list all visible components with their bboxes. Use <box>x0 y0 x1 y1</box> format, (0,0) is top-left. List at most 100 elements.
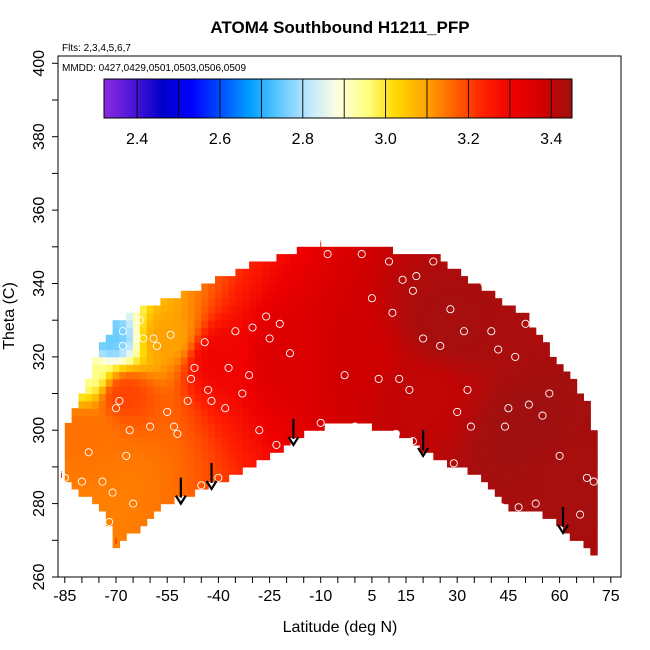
heatmap-cell <box>92 415 100 424</box>
heatmap-cell <box>365 356 373 365</box>
heatmap-cell <box>371 312 380 321</box>
heatmap-cell <box>378 371 387 380</box>
heatmap-cell <box>126 393 134 402</box>
heatmap-cell <box>303 312 312 321</box>
heatmap-cell <box>194 342 202 351</box>
heatmap-cell <box>249 312 257 321</box>
heatmap-cell <box>112 459 120 468</box>
heatmap-cell <box>460 312 468 321</box>
heatmap-cell <box>535 452 544 461</box>
heatmap-cell <box>153 474 161 483</box>
heatmap-cell <box>146 305 155 314</box>
heatmap-cell <box>447 422 455 431</box>
heatmap-cell <box>249 415 257 424</box>
heatmap-cell <box>255 261 264 270</box>
colorbar-segment <box>278 79 282 118</box>
heatmap-cell <box>235 334 243 343</box>
arrow-marker <box>205 462 218 492</box>
heatmap-cell <box>133 422 141 431</box>
heatmap-cell <box>160 364 168 373</box>
heatmap-cell <box>160 408 168 417</box>
sample-point <box>190 363 199 372</box>
colorbar-segment <box>369 79 373 118</box>
heatmap-cell <box>105 371 114 380</box>
heatmap-cell <box>481 327 489 336</box>
heatmap-cell <box>406 356 414 365</box>
heatmap-cell <box>474 466 482 475</box>
colorbar-segment <box>455 79 459 118</box>
heatmap-cell <box>331 364 339 373</box>
heatmap-cell <box>385 276 393 284</box>
heatmap-cell <box>556 400 564 409</box>
heatmap-cell <box>303 261 312 270</box>
sample-point <box>272 440 281 449</box>
heatmap-cell <box>487 408 496 417</box>
heatmap-cell <box>262 444 271 453</box>
heatmap-cell <box>385 268 393 277</box>
heatmap-cell <box>563 444 571 453</box>
heatmap-cell <box>112 342 120 351</box>
colorbar-segment <box>283 79 287 118</box>
heatmap-cell <box>412 378 421 387</box>
heatmap-cell <box>385 400 393 409</box>
heatmap-cell <box>296 386 305 395</box>
heatmap-cell <box>310 283 318 292</box>
heatmap-cell <box>337 415 346 424</box>
heatmap-cell <box>569 415 578 424</box>
heatmap-cell <box>385 334 393 343</box>
heatmap-cell <box>331 290 339 299</box>
heatmap-cell <box>146 393 155 402</box>
heatmap-cell <box>392 320 400 329</box>
colorbar-segment <box>109 79 113 118</box>
heatmap-cell <box>440 305 448 314</box>
heatmap-cell <box>508 371 516 380</box>
colorbar-segment <box>145 79 149 118</box>
heatmap-cell <box>324 320 332 329</box>
heatmap-cell <box>262 430 271 439</box>
colorbar-segment <box>197 79 201 118</box>
colorbar-segment <box>200 79 204 118</box>
heatmap-cell <box>269 430 277 439</box>
heatmap-cell <box>167 415 175 424</box>
colorbar-segment <box>171 79 175 118</box>
heatmap-cell <box>64 422 73 431</box>
heatmap-cell <box>569 430 578 439</box>
heatmap-cell <box>358 415 366 424</box>
heatmap-cell <box>139 415 148 424</box>
colorbar-segment <box>275 79 279 118</box>
heatmap-cell <box>371 290 380 299</box>
heatmap-cell <box>235 393 243 402</box>
heatmap-cell <box>365 386 373 395</box>
heatmap-cell <box>447 371 455 380</box>
arrow-marker <box>287 418 300 447</box>
heatmap-cell <box>139 320 148 329</box>
heatmap-cell <box>208 342 216 351</box>
colorbar-segment <box>280 79 284 118</box>
heatmap-cell <box>392 305 400 314</box>
heatmap-cell <box>255 415 264 424</box>
heatmap-cell <box>576 415 584 424</box>
heatmap-cell <box>153 408 161 417</box>
heatmap-cell <box>160 371 168 380</box>
colorbar-segment <box>431 79 435 118</box>
heatmap-cell <box>153 488 161 497</box>
heatmap-cell <box>569 437 578 446</box>
heatmap-cell <box>337 378 346 387</box>
heatmap-cell <box>412 386 421 395</box>
colorbar-segment <box>533 79 537 118</box>
heatmap-cell <box>249 334 257 343</box>
heatmap-cell <box>487 437 496 446</box>
heatmap-cell <box>255 400 264 409</box>
heatmap-cell <box>481 415 489 424</box>
heatmap-cell <box>460 320 468 329</box>
heatmap-cell <box>262 349 271 358</box>
colorbar-tick-label: 2.4 <box>126 131 148 148</box>
colorbar-segment <box>403 79 407 118</box>
heatmap-cell <box>283 400 291 409</box>
heatmap-cell <box>590 459 598 468</box>
heatmap-cell <box>453 305 462 314</box>
heatmap-cell <box>460 393 468 402</box>
heatmap-cell <box>494 320 503 329</box>
heatmap-cell <box>255 371 264 380</box>
heatmap-cell <box>105 459 114 468</box>
